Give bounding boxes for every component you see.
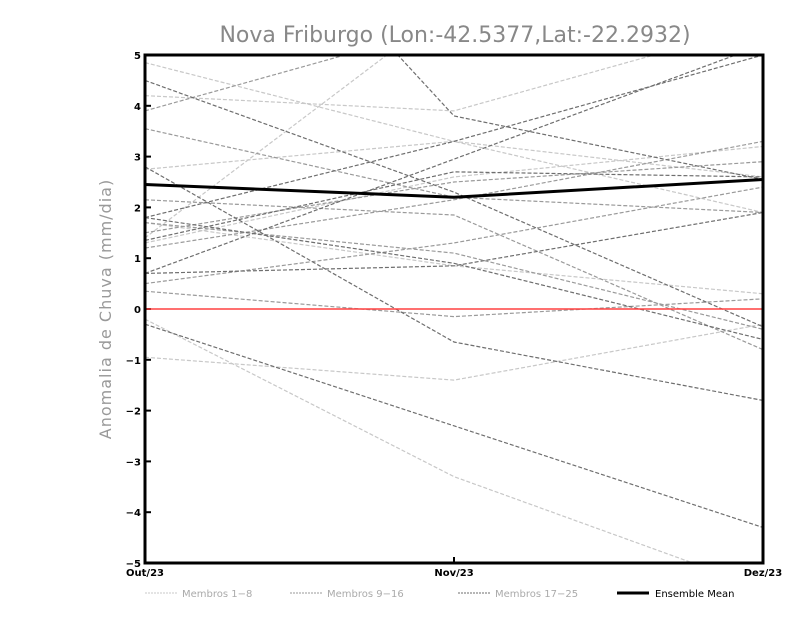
member-line-group3-8 — [397, 55, 763, 181]
y-axis-label: Anomalia de Chuva (mm/dia) — [96, 179, 115, 439]
legend-label: Membros 9−16 — [327, 589, 404, 600]
member-line-group2-5 — [145, 140, 763, 249]
member-line-group3-7 — [145, 323, 763, 529]
member-line-group3-2 — [145, 55, 763, 219]
y-tick-label: 0 — [134, 305, 141, 316]
x-tick-label: Out/23 — [126, 568, 164, 579]
member-line-group1-4 — [145, 140, 763, 214]
y-tick-label: 1 — [134, 254, 141, 265]
member-line-group2-4 — [145, 161, 763, 234]
x-tick-label: Nov/23 — [434, 568, 473, 579]
x-tick-label: Dez/23 — [744, 568, 783, 579]
member-line-group3-4 — [145, 166, 763, 402]
plot-frame — [143, 53, 765, 565]
member-line-group3-5 — [145, 216, 763, 341]
member-line-group3-1 — [145, 79, 763, 328]
member-line-group3-3 — [145, 55, 738, 275]
y-tick-label: −2 — [126, 407, 141, 418]
member-line-group3-9 — [145, 171, 763, 242]
member-line-group2-8 — [145, 290, 763, 318]
member-line-group2-3 — [145, 199, 763, 351]
y-tick-label: 4 — [134, 102, 141, 113]
member-line-group2-6 — [145, 186, 763, 285]
y-tick-label: −3 — [126, 457, 141, 468]
member-line-group3-6 — [145, 211, 763, 275]
y-tick-label: −1 — [126, 356, 141, 367]
y-tick-label: 3 — [134, 153, 141, 164]
ensemble-mean-line — [145, 177, 763, 199]
member-line-group1-7 — [145, 323, 763, 381]
legend-label: Membros 1−8 — [182, 589, 252, 600]
legend-label-ensemble: Ensemble Mean — [655, 589, 734, 600]
y-tick-label: −4 — [126, 508, 141, 519]
member-line-group1-8 — [145, 145, 763, 244]
y-tick-label: 5 — [134, 51, 141, 62]
member-line-group2-2 — [145, 128, 763, 214]
legend-label: Membros 17−25 — [495, 589, 578, 600]
member-line-group1-2 — [145, 55, 657, 112]
member-line-group1-6 — [145, 318, 695, 563]
y-tick-label: 2 — [134, 203, 141, 214]
y-tick-label: −5 — [126, 559, 141, 570]
chart-title: Nova Friburgo (Lon:-42.5377,Lat:-22.2932… — [219, 23, 690, 48]
